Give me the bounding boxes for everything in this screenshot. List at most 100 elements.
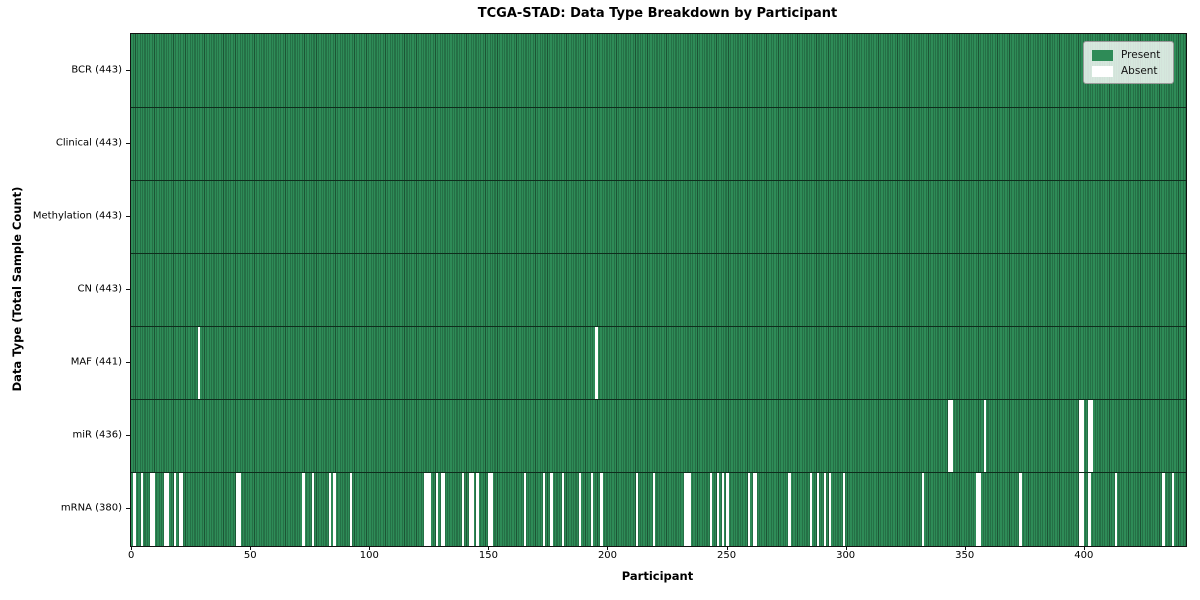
absent-cell	[562, 472, 565, 546]
absent-cell	[1019, 472, 1022, 546]
xtick-mark	[1083, 546, 1085, 550]
absent-cell	[542, 472, 546, 546]
absent-cell	[333, 472, 336, 546]
absent-cell	[328, 472, 332, 546]
absent-cell	[181, 472, 184, 546]
absent-cell	[197, 326, 201, 400]
xtick-mark	[964, 546, 966, 550]
absent-cell	[1081, 472, 1084, 546]
plot-area	[130, 33, 1187, 547]
row-separator	[131, 179, 1186, 181]
xtick-label-0: 0	[128, 550, 135, 561]
absent-cell	[976, 472, 979, 546]
absent-cell	[469, 472, 472, 546]
absent-cell	[426, 472, 429, 546]
absent-cell	[600, 472, 603, 546]
absent-cell	[238, 472, 241, 546]
ytick-mark	[126, 289, 130, 290]
absent-cell	[983, 399, 986, 473]
absent-cell	[235, 472, 239, 546]
chart-title: TCGA-STAD: Data Type Breakdown by Partic…	[477, 6, 838, 21]
absent-cell	[950, 399, 953, 473]
absent-cell	[947, 399, 951, 473]
heatmap-row-miR	[131, 399, 1186, 473]
absent-cell	[752, 472, 755, 546]
legend: Present Absent	[1083, 41, 1174, 84]
absent-cell	[709, 472, 713, 546]
legend-item-present: Present	[1092, 47, 1173, 63]
absent-cell	[921, 472, 925, 546]
absent-cell	[523, 472, 527, 546]
ytick-label-CN: CN (443)	[77, 283, 122, 295]
heatmap-row-MAF	[131, 326, 1186, 400]
absent-cell	[1114, 472, 1117, 546]
row-separator	[131, 399, 1186, 401]
absent-cell	[442, 472, 446, 546]
absent-cell	[550, 472, 553, 546]
absent-cell	[423, 472, 427, 546]
absent-cell	[1081, 399, 1084, 473]
absent-cell	[726, 472, 729, 546]
absent-cell	[311, 472, 315, 546]
xtick-label-300: 300	[836, 550, 856, 561]
absent-cell	[788, 472, 791, 546]
ytick-mark	[126, 69, 130, 71]
absent-cell	[462, 472, 465, 546]
ytick-label-Clinical: Clinical (443)	[55, 137, 122, 149]
heatmap-row-Clinical	[131, 107, 1186, 180]
absent-cell	[488, 472, 491, 546]
absent-cell	[1088, 399, 1091, 473]
absent-cell	[440, 472, 443, 546]
row-separator	[131, 472, 1186, 474]
xtick-mark	[726, 546, 728, 550]
ytick-label-Methylation: Methylation (443)	[32, 210, 122, 222]
ytick-label-MAF: MAF (441)	[70, 356, 122, 368]
absent-cell	[685, 472, 689, 546]
xtick-label-100: 100	[359, 550, 379, 561]
xtick-mark	[845, 546, 847, 550]
absent-cell	[476, 472, 479, 546]
xtick-label-350: 350	[955, 550, 975, 561]
xtick-mark	[250, 546, 252, 550]
absent-cell	[150, 472, 153, 546]
absent-cell	[683, 472, 686, 546]
ytick-label-mRNA: mRNA (380)	[60, 502, 122, 514]
heatmap-row-CN	[131, 253, 1186, 326]
ytick-label-BCR: BCR (443)	[71, 64, 122, 76]
absent-cell	[716, 472, 720, 546]
row-separator	[131, 326, 1186, 328]
absent-cell	[721, 472, 724, 546]
absent-cell	[1078, 472, 1082, 546]
legend-label-absent: Absent	[1121, 65, 1158, 77]
present-swatch-icon	[1092, 49, 1113, 61]
absent-cell	[1090, 399, 1094, 473]
absent-cell	[590, 472, 593, 546]
absent-cell	[140, 472, 143, 546]
absent-cell	[978, 472, 982, 546]
xtick-mark	[488, 546, 490, 550]
heatmap-row-Methylation	[131, 180, 1186, 253]
absent-cell	[809, 472, 813, 546]
xtick-mark	[131, 546, 133, 550]
xtick-mark	[607, 546, 609, 550]
absent-cell	[828, 472, 832, 546]
ytick-mark	[126, 362, 130, 364]
absent-cell	[1171, 472, 1175, 546]
absent-cell	[173, 472, 177, 546]
absent-cell	[1078, 399, 1082, 473]
xtick-mark	[369, 546, 371, 550]
absent-cell	[350, 472, 353, 546]
ytick-mark	[126, 508, 130, 510]
absent-cell	[843, 472, 846, 546]
absent-cell	[635, 472, 639, 546]
absent-cell	[178, 472, 181, 546]
xtick-label-150: 150	[478, 550, 498, 561]
absent-cell	[1088, 472, 1091, 546]
absent-cell	[471, 472, 474, 546]
absent-cell	[595, 326, 598, 400]
ytick-label-miR: miR (436)	[72, 429, 122, 441]
ytick-mark	[126, 435, 130, 437]
absent-swatch-icon	[1092, 65, 1113, 77]
xtick-label-400: 400	[1074, 550, 1094, 561]
